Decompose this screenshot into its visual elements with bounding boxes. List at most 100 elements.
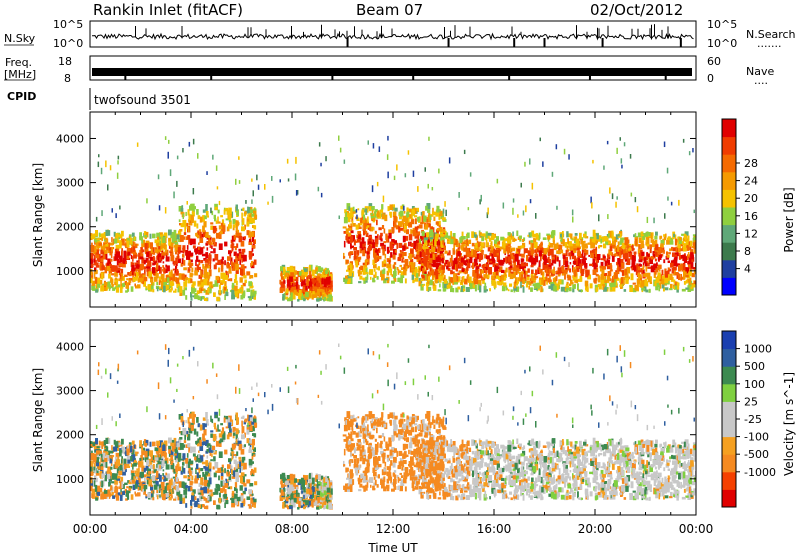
power-echo-cell <box>124 244 127 247</box>
velocity-echo-cell <box>217 429 221 432</box>
power-echo-cell <box>597 274 600 277</box>
power-echo-cell <box>137 277 142 283</box>
power-echo-cell <box>645 231 649 237</box>
power-echo-cell <box>474 284 477 292</box>
power-echo-cell <box>159 278 161 283</box>
power-echo-cell <box>619 284 623 287</box>
power-echo-cell <box>113 238 118 244</box>
power-echo-cell <box>180 223 184 228</box>
power-echo-cell <box>163 242 166 250</box>
power-echo-cell <box>132 276 136 282</box>
power-echo-cell <box>560 286 565 292</box>
power-echo-cell <box>400 227 404 231</box>
velocity-echo-cell <box>90 466 93 472</box>
power-echo-cell <box>535 213 537 219</box>
power-echo-cell <box>581 245 585 251</box>
power-echo-cell <box>546 278 548 285</box>
power-echo-cell <box>451 237 456 244</box>
power-echo-cell <box>474 279 479 285</box>
power-echo-cell <box>198 246 200 250</box>
power-echo-cell <box>467 207 470 211</box>
power-echo-cell <box>533 238 536 242</box>
velocity-echo-cell <box>150 456 153 462</box>
power-echo-cell <box>134 276 138 281</box>
power-echo-cell <box>427 279 430 285</box>
power-echo-cell <box>643 272 647 277</box>
power-echo-cell <box>196 255 199 261</box>
power-echo-cell <box>602 255 606 259</box>
power-echo-cell <box>547 244 550 250</box>
power-echo-cell <box>110 258 113 262</box>
power-echo-cell <box>190 298 193 301</box>
power-echo-cell <box>365 208 368 215</box>
power-echo-cell <box>670 201 673 206</box>
power-echo-cell <box>395 225 399 230</box>
power-echo-cell <box>625 252 629 260</box>
power-echo-cell <box>426 218 429 223</box>
velocity-echo-cell <box>159 448 162 454</box>
power-echo-cell <box>549 281 551 285</box>
power-echo-cell <box>347 216 351 223</box>
power-echo-cell <box>404 229 406 233</box>
power-echo-cell <box>483 266 488 269</box>
power-echo-cell <box>616 147 618 154</box>
power-echo-cell <box>537 267 540 274</box>
power-echo-cell <box>213 214 216 219</box>
power-echo-cell <box>682 241 685 246</box>
power-echo-cell <box>615 201 617 208</box>
power-echo-cell <box>526 255 529 262</box>
colorbar-segment <box>722 119 736 138</box>
power-echo-cell <box>522 239 525 242</box>
velocity-echo-cell <box>164 458 167 461</box>
power-echo-cell <box>388 259 391 263</box>
power-echo-cell <box>359 266 362 270</box>
power-echo-cell <box>553 266 555 271</box>
power-echo-cell <box>566 246 569 251</box>
power-echo-cell <box>545 273 550 277</box>
velocity-echo-cell <box>111 445 113 451</box>
power-echo-cell <box>374 271 377 278</box>
power-echo-cell <box>210 225 214 230</box>
velocity-echo-cell <box>178 414 183 420</box>
power-echo-cell <box>654 271 657 275</box>
power-echo-cell <box>253 208 257 211</box>
power-echo-cell <box>428 212 431 219</box>
power-echo-cell <box>318 294 321 298</box>
velocity-echo-cell <box>163 475 166 482</box>
power-echo-cell <box>634 197 637 203</box>
cpid-program: twofsound 3501 <box>94 93 191 107</box>
power-echo-cell <box>130 254 133 260</box>
power-echo-cell <box>531 243 534 251</box>
velocity-echo-cell <box>248 489 253 495</box>
power-echo-cell <box>241 226 245 232</box>
power-echo-cell <box>418 271 420 277</box>
power-echo-cell <box>131 232 135 237</box>
power-echo-cell <box>661 247 665 253</box>
power-echo-cell <box>143 280 146 287</box>
power-echo-cell <box>603 287 608 292</box>
power-echo-cell <box>365 232 369 237</box>
power-echo-cell <box>642 236 646 240</box>
freq-label: Freq. <box>5 56 32 69</box>
power-echo-cell <box>465 259 469 263</box>
power-echo-cell <box>520 258 524 263</box>
power-echo-cell <box>283 280 286 284</box>
power-echo-cell <box>346 269 349 272</box>
power-echo-cell <box>226 226 230 232</box>
power-echo-cell <box>576 257 579 261</box>
power-echo-cell <box>416 242 421 249</box>
power-echo-cell <box>179 235 184 242</box>
power-echo-cell <box>466 276 469 279</box>
power-echo-cell <box>635 238 637 246</box>
power-echo-cell <box>528 259 532 262</box>
power-echo-cell <box>523 270 526 274</box>
power-echo-cell <box>421 251 425 255</box>
power-echo-cell <box>227 273 229 277</box>
power-echo-cell <box>435 253 438 260</box>
power-echo-cell <box>663 141 666 148</box>
power-echo-cell <box>612 286 616 289</box>
power-echo-cell <box>650 232 653 240</box>
power-echo-cell <box>329 286 332 290</box>
power-echo-cell <box>645 265 648 272</box>
velocity-echo-cell <box>170 460 174 465</box>
